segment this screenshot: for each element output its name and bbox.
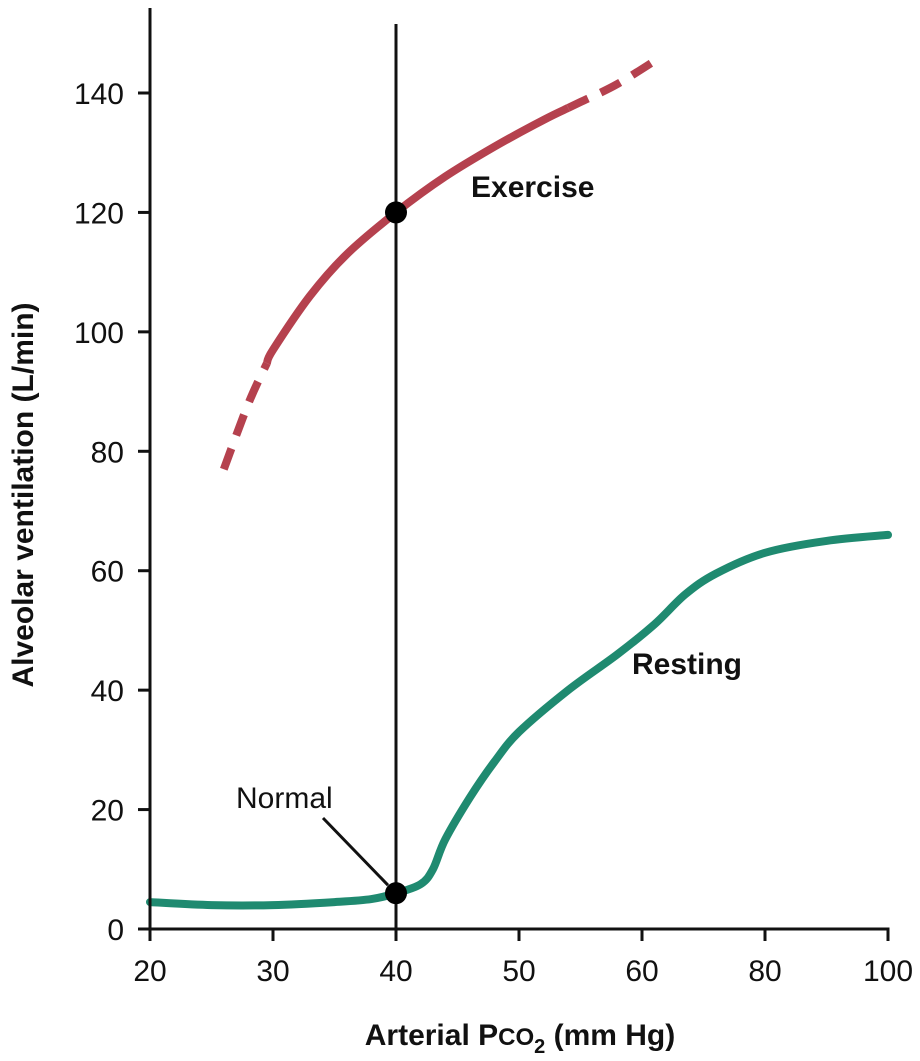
x-tick-label-30: 30 [256,955,289,988]
x-axis-title-units: (mm Hg) [545,1019,675,1052]
resting-curve [146,530,892,910]
y-tick-label-100: 100 [74,317,124,350]
exercise-curve-solid-1 [263,104,570,365]
y-axis-title: Alveolar ventilation (L/min) [7,302,40,687]
x-ticks: 20 30 40 50 60 80 100 [133,929,913,988]
x-tick-label-60: 60 [625,955,658,988]
y-tick-label-80: 80 [91,436,124,469]
x-axis-title-subscript: 2 [534,1036,545,1058]
x-axis-title-main: Arterial P [365,1019,498,1052]
y-ticks: 0 20 40 60 80 100 120 140 [74,78,150,947]
y-tick-label-120: 120 [74,197,124,230]
x-tick-label-40: 40 [379,955,412,988]
exercise-curve-dashed-2 [566,53,663,112]
x-tick-label-80: 80 [748,955,781,988]
x-axis-title-co: CO [498,1024,534,1051]
y-tick-label-60: 60 [91,556,124,589]
normal-pointer-line [321,816,390,887]
points-layer [385,201,407,905]
exercise-label: Exercise [471,171,594,204]
exercise-curve-dashed-0 [220,361,271,471]
point-1 [385,882,407,905]
y-tick-label-140: 140 [74,78,124,111]
y-tick-label-0: 0 [107,914,124,947]
x-axis-title: Arterial PCO2 (mm Hg) [365,1019,676,1058]
point-0 [385,201,407,224]
x-tick-label-100: 100 [863,955,913,988]
y-tick-label-20: 20 [91,795,124,828]
x-tick-label-20: 20 [133,955,166,988]
y-tick-label-40: 40 [91,675,124,708]
x-tick-label-50: 50 [502,955,535,988]
resting-label: Resting [632,648,742,681]
normal-annotation: Normal [236,782,333,815]
